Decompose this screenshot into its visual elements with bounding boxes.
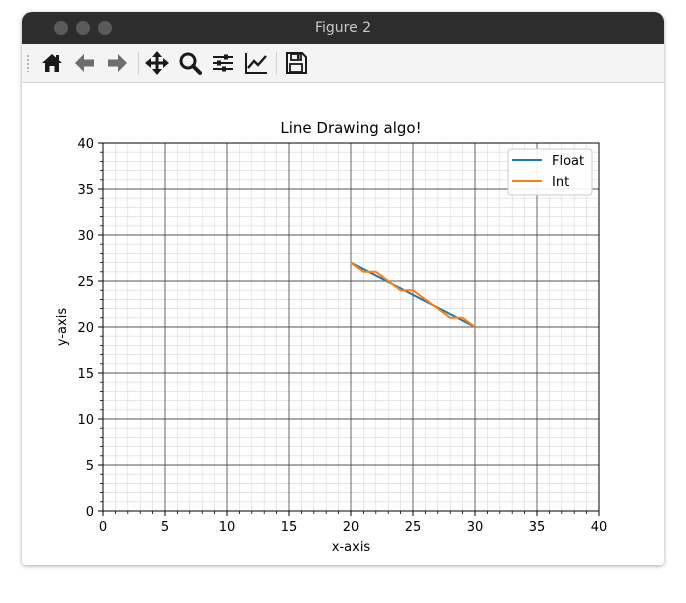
window-title: Figure 2 xyxy=(314,20,372,36)
forward-button[interactable] xyxy=(103,49,131,77)
toolbar-separator xyxy=(138,52,139,74)
x-tick-label: 15 xyxy=(281,520,298,535)
y-tick-label: 25 xyxy=(77,275,94,290)
y-tick-label: 15 xyxy=(77,367,94,382)
x-tick-label: 10 xyxy=(219,520,236,535)
save-icon xyxy=(286,52,307,74)
x-tick-label: 35 xyxy=(529,520,546,535)
x-tick-label: 5 xyxy=(161,520,169,535)
x-tick-label: 40 xyxy=(591,520,608,535)
x-tick-label: 30 xyxy=(467,520,484,535)
forward-arrow-icon xyxy=(108,54,127,72)
y-tick-label: 10 xyxy=(77,413,94,428)
x-tick-label: 25 xyxy=(405,520,422,535)
axis-ticks xyxy=(98,142,600,516)
zoom-icon xyxy=(179,52,202,75)
pan-button[interactable] xyxy=(143,49,171,77)
toolbar-grip[interactable] xyxy=(26,54,30,72)
maximize-window-button[interactable] xyxy=(98,21,112,35)
tick-labels: 0 5 10 15 20 25 30 35 40 0 5 10 15 20 25 30 35 40 xyxy=(77,137,607,535)
pan-icon xyxy=(145,51,169,75)
toolbar-separator xyxy=(276,52,277,74)
close-window-button[interactable] xyxy=(54,21,68,35)
y-tick-label: 20 xyxy=(77,321,94,336)
series-line-float xyxy=(350,261,476,328)
y-tick-label: 35 xyxy=(77,183,94,198)
minimize-window-button[interactable] xyxy=(76,21,90,35)
legend-label-float: Float xyxy=(552,154,584,169)
title-bar[interactable]: Figure 2 xyxy=(22,12,664,44)
configure-subplots-button[interactable] xyxy=(209,49,237,77)
y-tick-label: 5 xyxy=(86,459,94,474)
chart-title: Line Drawing algo! xyxy=(280,119,421,137)
series-line-int xyxy=(350,261,476,328)
y-tick-label: 0 xyxy=(86,505,94,520)
edit-axis-icon xyxy=(245,53,267,74)
axes-frame xyxy=(102,142,600,512)
legend-label-int: Int xyxy=(552,175,569,190)
figure-canvas[interactable]: Line Drawing algo! 0 5 10 15 20 25 30 35 40 0 5 10 1… xyxy=(22,83,664,565)
home-icon xyxy=(42,54,62,72)
navigation-toolbar xyxy=(22,44,664,83)
back-button[interactable] xyxy=(71,49,99,77)
legend: Float Int xyxy=(507,148,593,196)
y-axis-label: y-axis xyxy=(55,308,70,346)
x-tick-label: 20 xyxy=(343,520,360,535)
series-lines xyxy=(350,261,476,328)
save-button[interactable] xyxy=(282,49,310,77)
figure-window: Figure 2 xyxy=(22,12,664,565)
home-button[interactable] xyxy=(38,49,66,77)
zoom-button[interactable] xyxy=(176,49,204,77)
configure-subplots-icon xyxy=(213,54,233,72)
edit-axis-button[interactable] xyxy=(242,49,270,77)
x-tick-label: 0 xyxy=(99,520,107,535)
line-chart: Line Drawing algo! 0 5 10 15 20 25 30 35 40 0 5 10 1… xyxy=(55,119,607,555)
back-arrow-icon xyxy=(75,54,94,72)
y-tick-label: 40 xyxy=(77,137,94,152)
y-tick-label: 30 xyxy=(77,229,94,244)
x-axis-label: x-axis xyxy=(332,540,371,555)
